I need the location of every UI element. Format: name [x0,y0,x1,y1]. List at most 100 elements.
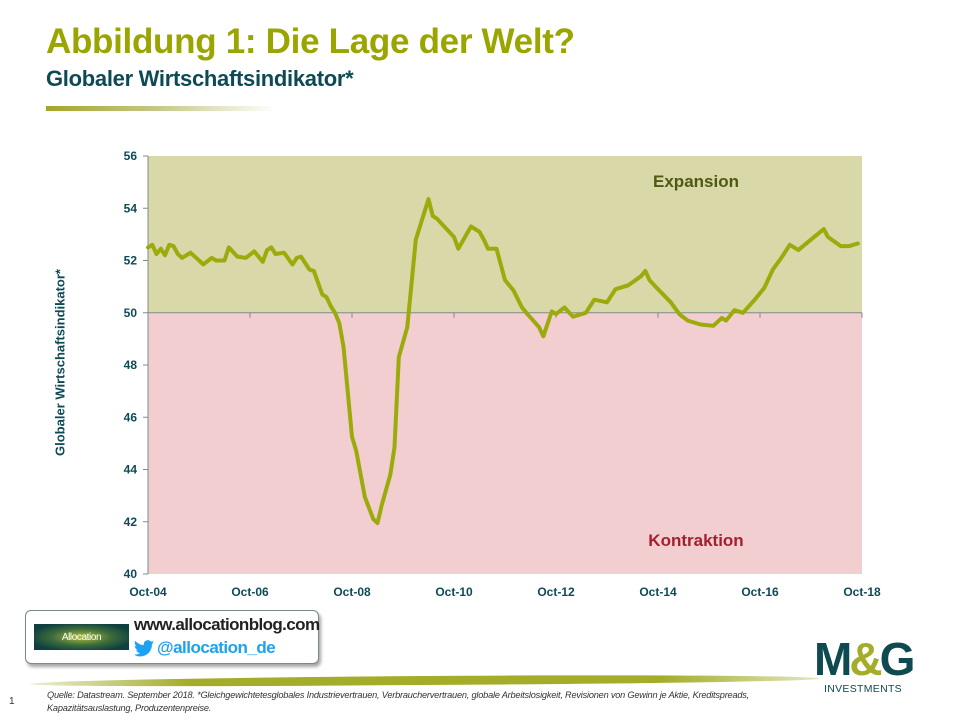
data-point [487,248,489,250]
data-point [202,263,204,265]
data-point [283,252,285,254]
data-point [504,279,506,281]
data-point [415,239,417,241]
data-point [168,244,170,246]
data-point [245,257,247,259]
y-tick-label: 44 [124,463,138,477]
data-point [262,261,264,263]
data-point [840,245,842,247]
y-tick-label: 48 [124,358,138,372]
data-point [649,279,650,281]
data-point [228,246,230,248]
x-tick-label: Oct-14 [639,585,677,599]
x-tick-label: Oct-06 [231,585,269,599]
data-point [381,504,383,506]
data-point [436,218,438,220]
data-point [742,312,744,314]
page-number: 1 [9,696,15,707]
data-point [181,257,183,259]
data-point [755,297,757,299]
x-tick-label: Oct-04 [129,585,167,599]
y-tick-label: 54 [124,201,138,215]
data-point [351,436,353,438]
data-point [372,518,374,520]
twitter-bird-icon [134,639,154,656]
data-point [670,301,672,303]
data-point [309,269,310,271]
data-point [156,253,157,255]
mg-logo-mark: M & G [814,633,915,685]
blog-link[interactable]: www.allocationblog.com [134,615,320,634]
data-point [330,305,332,307]
data-point [772,269,774,271]
allocation-logo[interactable]: Allocation [34,624,129,650]
twitter-link[interactable]: @allocation_de [134,638,276,658]
data-point [364,496,366,498]
data-point [687,320,689,322]
data-point [725,320,727,322]
data-point [177,253,179,255]
data-point [190,252,191,254]
data-point [173,245,174,247]
data-point [377,522,378,524]
data-point [211,257,213,259]
data-point [797,249,799,251]
data-point [147,246,149,248]
data-point [326,296,327,298]
data-point [555,313,557,315]
data-point [453,236,455,238]
data-point [470,226,472,228]
region-label-expansion: Expansion [653,172,739,191]
data-point [266,249,268,251]
x-tick-label: Oct-18 [843,585,881,599]
mg-logo-tagline: INVESTMENTS [824,683,902,695]
x-tick-label: Oct-16 [741,585,779,599]
y-tick-label: 46 [124,410,138,424]
data-point [151,244,153,246]
data-point [538,326,540,328]
y-tick-label: 42 [124,515,138,529]
data-point [321,293,323,295]
data-point [593,299,595,301]
mg-investments-logo: M & G INVESTMENTS [814,636,926,698]
x-tick-label: Oct-10 [435,585,473,599]
data-point [551,310,553,312]
data-point [657,288,659,290]
data-point [789,244,791,246]
allocation-logo-text: Allocation [61,631,102,643]
data-point [700,324,701,326]
data-point [496,248,497,250]
data-point [542,335,544,337]
data-point [585,312,587,314]
region-expansion [148,156,862,313]
x-tick-label: Oct-08 [333,585,371,599]
page-title: Abbildung 1: Die Lage der Welt? [46,22,575,61]
data-point [848,245,850,247]
data-point [521,307,523,309]
source-note: Quelle: Datastream. September 2018. *Gle… [47,690,750,713]
data-point [296,257,298,259]
data-point [479,231,480,233]
data-point [823,228,825,230]
region-label-kontraktion: Kontraktion [648,531,743,550]
data-point [712,325,714,327]
data-point [270,246,272,248]
data-point [300,256,302,258]
data-point [606,301,608,303]
data-point [780,257,782,259]
y-tick-label: 52 [124,254,138,268]
data-point [406,326,408,328]
y-axis-label: Globaler Wirtschaftsindikator* [52,269,68,456]
y-tick-label: 56 [124,149,138,163]
data-point [292,263,293,265]
data-point [224,260,225,261]
x-tick-label: Oct-12 [537,585,575,599]
title-underline [46,106,276,111]
data-point [432,215,434,217]
data-point [827,236,829,238]
data-point [857,243,859,245]
data-point [483,239,485,241]
data-point [215,260,217,261]
data-point [678,313,680,315]
